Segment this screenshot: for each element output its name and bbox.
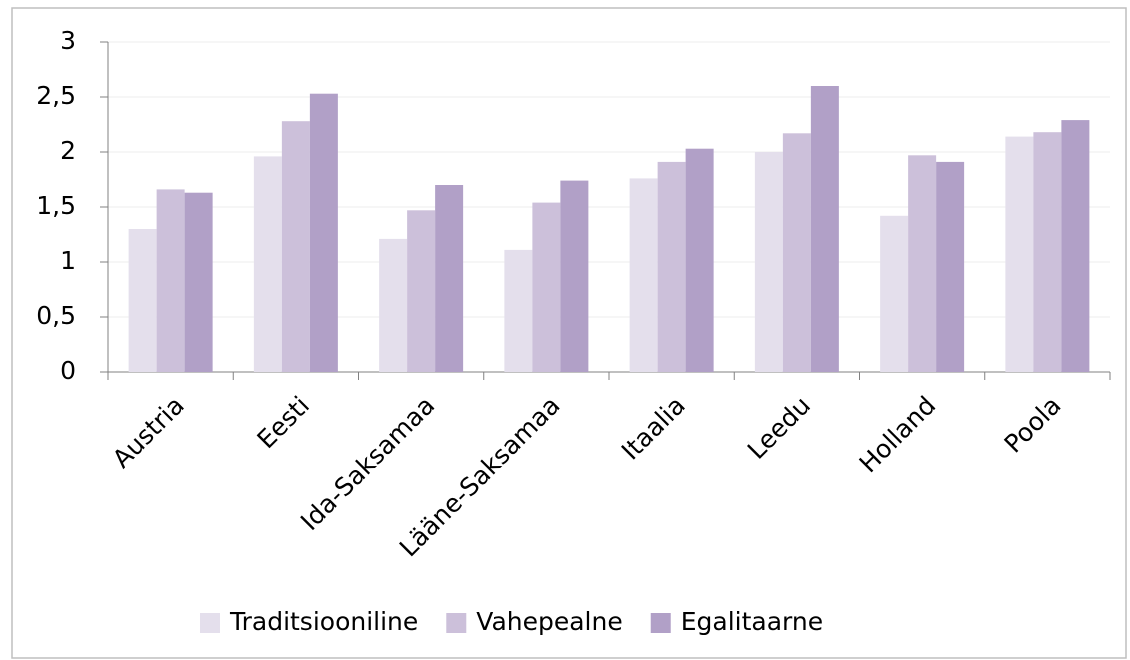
- chart-frame: [11, 7, 1127, 659]
- bar: [407, 210, 436, 372]
- y-tick-label: 0: [60, 356, 76, 385]
- x-tick-label: Itaalia: [616, 391, 691, 466]
- bar: [754, 152, 783, 372]
- y-tick-label: 2: [60, 136, 76, 165]
- x-tick-label: Poola: [999, 391, 1067, 459]
- bar: [810, 86, 839, 372]
- bar: [156, 189, 185, 372]
- legend-swatch: [650, 613, 671, 633]
- bar: [504, 249, 533, 372]
- y-tick-label: 2,5: [36, 81, 76, 110]
- bar: [1033, 132, 1062, 372]
- y-tick-label: 1,5: [36, 191, 76, 220]
- x-tick-label: Ida-Saksamaa: [295, 391, 440, 536]
- bar: [629, 178, 658, 372]
- y-tick-label: 1: [60, 246, 76, 275]
- legend-swatch: [200, 613, 220, 633]
- bar: [532, 202, 561, 372]
- bar: [309, 93, 338, 372]
- bar: [782, 133, 811, 372]
- x-tick-label: Leedu: [742, 391, 816, 465]
- bar: [1005, 136, 1034, 372]
- bar: [1061, 120, 1090, 372]
- y-tick-label: 0,5: [36, 301, 76, 330]
- bar: [253, 156, 282, 372]
- bar: [281, 121, 310, 372]
- legend-label: Traditsiooniline: [229, 607, 418, 636]
- x-tick-label: Austria: [107, 391, 190, 474]
- y-tick-label: 3: [60, 26, 76, 55]
- bar: [657, 161, 686, 372]
- bar: [880, 215, 909, 372]
- bar: [435, 185, 464, 372]
- x-tick-label: Holland: [854, 391, 942, 479]
- legend-swatch: [446, 613, 467, 633]
- bar: [936, 161, 965, 372]
- bar: [184, 192, 213, 372]
- bar: [560, 180, 589, 372]
- bar: [379, 238, 408, 372]
- bar: [128, 229, 157, 372]
- bar: [908, 155, 937, 372]
- legend-label: Vahepealne: [476, 607, 622, 636]
- x-tick-label: Eesti: [251, 391, 315, 455]
- legend-label: Egalitaarne: [681, 607, 823, 636]
- bar: [685, 148, 714, 372]
